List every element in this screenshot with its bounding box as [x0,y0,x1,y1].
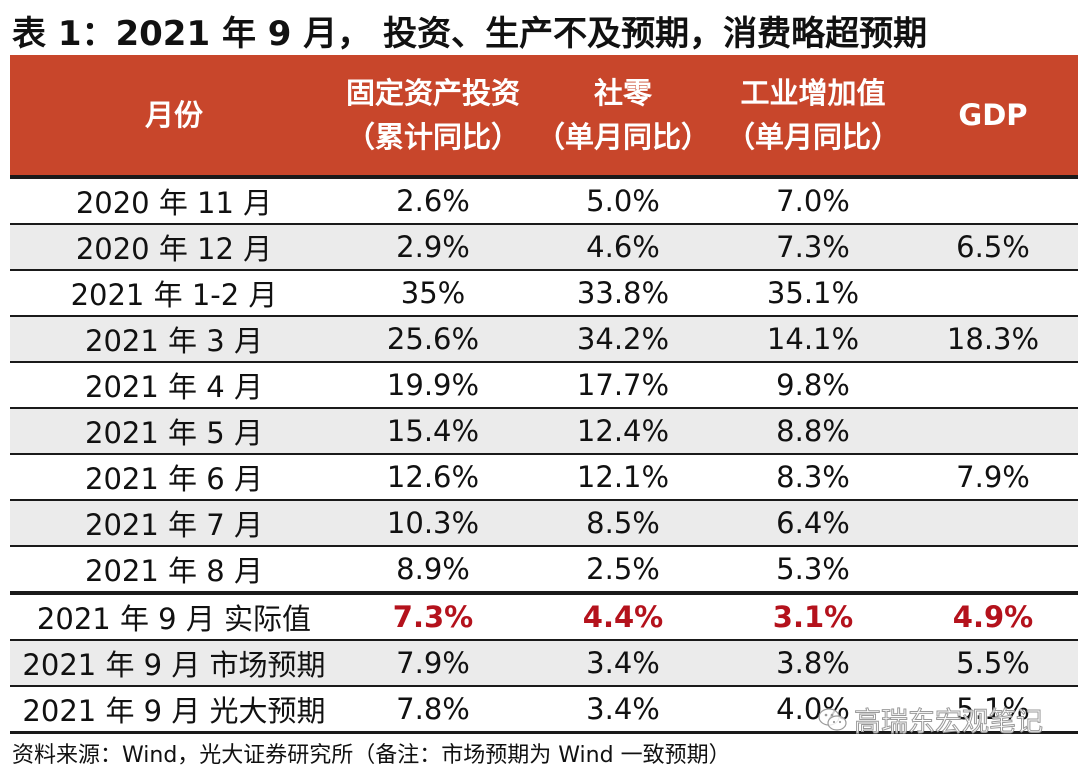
cell-gdp-actual: 4.9% [908,593,1078,641]
table-row-actual: 2021 年 9 月 实际值 7.3% 4.4% 3.1% 4.9% [10,593,1078,641]
data-table: 月份 固定资产投资 （累计同比） 社零 （单月同比） 工业增加值 （单月同比） GDP… [10,55,1078,734]
header-label: 月份 [144,98,203,132]
wechat-icon [818,707,848,733]
cell-retail: 3.4% [528,640,718,687]
header-retail: 社零 （单月同比） [528,55,718,179]
cell-month: 2021 年 9 月 光大预期 [10,686,338,734]
table-row: 2021 年 5 月 15.4% 12.4% 8.8% [10,408,1078,455]
cell-retail: 17.7% [528,362,718,409]
cell-industry: 35.1% [718,270,908,317]
cell-gdp [908,362,1078,409]
header-month: 月份 [10,55,338,179]
cell-gdp: 7.9% [908,454,1078,501]
cell-retail: 8.5% [528,500,718,547]
cell-month: 2021 年 7 月 [10,500,338,547]
cell-month: 2020 年 12 月 [10,224,338,271]
cell-industry: 8.8% [718,408,908,455]
table-row: 2021 年 6 月 12.6% 12.1% 8.3% 7.9% [10,454,1078,501]
cell-industry: 4.0% [718,686,908,734]
cell-gdp [908,546,1078,595]
cell-gdp: 5.5% [908,640,1078,687]
cell-gdp [908,500,1078,547]
header-label: 固定资产投资 [345,76,520,110]
cell-industry-actual: 3.1% [718,593,908,641]
cell-gdp: 18.3% [908,316,1078,363]
cell-retail: 34.2% [528,316,718,363]
cell-fai: 12.6% [338,454,528,501]
cell-month: 2020 年 11 月 [10,177,338,225]
cell-industry: 6.4% [718,500,908,547]
cell-industry: 7.3% [718,224,908,271]
source-note: 资料来源：Wind，光大证券研究所（备注：市场预期为 Wind 一致预期） [12,743,731,768]
cell-retail: 12.4% [528,408,718,455]
table-row: 2020 年 12 月 2.9% 4.6% 7.3% 6.5% [10,224,1078,271]
cell-gdp [908,408,1078,455]
table-row-everbright-forecast: 2021 年 9 月 光大预期 7.8% 3.4% 4.0% 5.1% [10,686,1078,734]
cell-month: 2021 年 9 月 市场预期 [10,640,338,687]
header-sublabel: （累计同比） [345,120,520,154]
cell-retail: 4.6% [528,224,718,271]
cell-fai: 8.9% [338,546,528,595]
table-row: 2021 年 4 月 19.9% 17.7% 9.8% [10,362,1078,409]
cell-industry: 3.8% [718,640,908,687]
cell-month: 2021 年 9 月 实际值 [10,593,338,641]
cell-retail: 2.5% [528,546,718,595]
table-row: 2021 年 1-2 月 35% 33.8% 35.1% [10,270,1078,317]
cell-gdp: 5.1% [908,686,1078,734]
table-row: 2021 年 8 月 8.9% 2.5% 5.3% [10,546,1078,595]
cell-fai: 7.8% [338,686,528,734]
header-label: GDP [958,98,1028,132]
cell-gdp: 6.5% [908,224,1078,271]
cell-retail: 33.8% [528,270,718,317]
table-row: 2021 年 7 月 10.3% 8.5% 6.4% [10,500,1078,547]
header-industry: 工业增加值 （单月同比） [718,55,908,179]
cell-gdp [908,177,1078,225]
cell-month: 2021 年 1-2 月 [10,270,338,317]
cell-retail: 5.0% [528,177,718,225]
header-gdp: GDP [908,55,1078,179]
header-label: 工业增加值 [740,76,886,110]
cell-fai: 15.4% [338,408,528,455]
cell-month: 2021 年 8 月 [10,546,338,595]
header-sublabel: （单月同比） [535,120,710,154]
header-sublabel: （单月同比） [725,120,900,154]
cell-fai-actual: 7.3% [338,593,528,641]
cell-retail: 12.1% [528,454,718,501]
cell-fai: 7.9% [338,640,528,687]
watermark: 高瑞东宏观笔记 [818,700,1044,739]
header-row: 月份 固定资产投资 （累计同比） 社零 （单月同比） 工业增加值 （单月同比） GDP [10,55,1078,179]
cell-fai: 35% [338,270,528,317]
cell-month: 2021 年 5 月 [10,408,338,455]
table-title: 表 1：2021 年 9 月， 投资、生产不及预期，消费略超预期 [12,14,928,54]
cell-retail: 3.4% [528,686,718,734]
cell-retail-actual: 4.4% [528,593,718,641]
cell-industry: 9.8% [718,362,908,409]
table-row: 2021 年 3 月 25.6% 34.2% 14.1% 18.3% [10,316,1078,363]
cell-fai: 2.6% [338,177,528,225]
cell-industry: 8.3% [718,454,908,501]
cell-industry: 7.0% [718,177,908,225]
watermark-text: 高瑞东宏观笔记 [854,707,1044,739]
header-label: 社零 [593,76,652,110]
cell-fai: 19.9% [338,362,528,409]
cell-industry: 5.3% [718,546,908,595]
cell-gdp [908,270,1078,317]
cell-month: 2021 年 4 月 [10,362,338,409]
cell-month: 2021 年 3 月 [10,316,338,363]
cell-industry: 14.1% [718,316,908,363]
cell-month: 2021 年 6 月 [10,454,338,501]
table-row-market-forecast: 2021 年 9 月 市场预期 7.9% 3.4% 3.8% 5.5% [10,640,1078,687]
cell-fai: 2.9% [338,224,528,271]
cell-fai: 10.3% [338,500,528,547]
cell-fai: 25.6% [338,316,528,363]
header-fai: 固定资产投资 （累计同比） [338,55,528,179]
table-row: 2020 年 11 月 2.6% 5.0% 7.0% [10,177,1078,225]
